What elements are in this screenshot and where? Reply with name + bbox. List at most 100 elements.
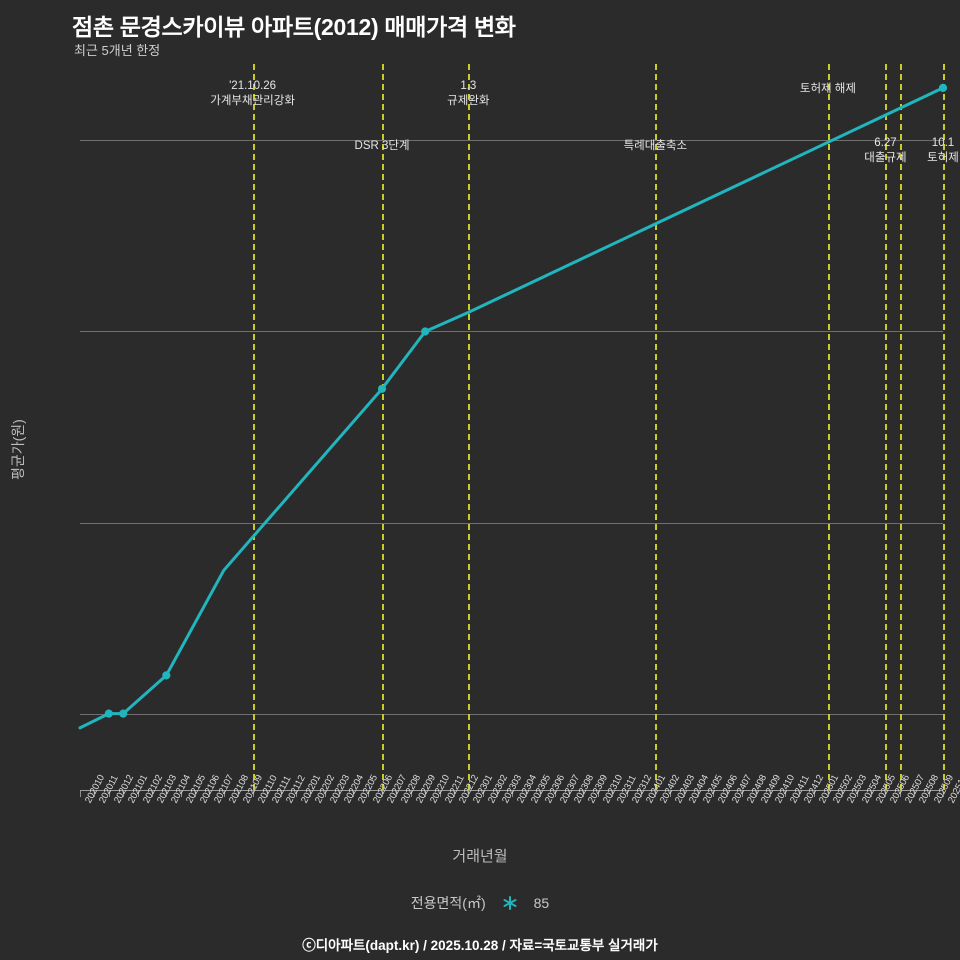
x-tick	[151, 791, 153, 797]
x-tick	[756, 791, 758, 797]
x-tick	[223, 791, 225, 797]
x-tick	[842, 791, 844, 797]
annotation-label: '21.10.26 가계부채관리강화	[210, 80, 295, 108]
x-tick	[914, 791, 916, 797]
x-tick	[482, 791, 484, 797]
annotation-date: '21.10.26	[229, 80, 277, 92]
x-tick	[727, 791, 729, 797]
x-tick	[684, 791, 686, 797]
x-tick	[511, 791, 513, 797]
x-tick	[468, 791, 470, 797]
line-series-85	[78, 86, 945, 730]
annotation-date: 1.3	[460, 80, 477, 92]
marker-group-85	[104, 83, 948, 718]
x-tick	[382, 791, 384, 797]
x-tick	[540, 791, 542, 797]
x-tick	[252, 791, 254, 797]
annotation-label: 토허제 해제	[800, 80, 856, 96]
x-tick	[813, 791, 815, 797]
x-tick	[640, 791, 642, 797]
x-tick	[827, 791, 829, 797]
footer-credit: ⓒ디아파트(dapt.kr) / 2025.10.28 / 자료=국토교통부 실…	[302, 938, 658, 953]
gridline	[80, 140, 943, 142]
annotation-label: DSR 3단계	[355, 137, 410, 153]
gridline	[80, 331, 943, 333]
x-tick	[266, 791, 268, 797]
annotation-line	[252, 64, 255, 790]
x-tick	[554, 791, 556, 797]
x-tick	[324, 791, 326, 797]
x-axis-label: 거래년월	[452, 848, 508, 865]
x-tick	[698, 791, 700, 797]
x-tick	[238, 791, 240, 797]
annotation-line	[899, 64, 902, 790]
x-tick	[108, 791, 110, 797]
x-tick	[569, 791, 571, 797]
annotation-text: 가계부채관리강화	[210, 95, 295, 107]
x-tick	[439, 791, 441, 797]
x-tick	[166, 791, 168, 797]
x-tick	[669, 791, 671, 797]
gridline	[80, 522, 943, 524]
x-tick	[856, 791, 858, 797]
annotation-text: DSR 3단계	[354, 140, 410, 152]
x-axis-line	[80, 790, 943, 791]
x-tick	[612, 791, 614, 797]
x-tick	[583, 791, 585, 797]
x-tick	[396, 791, 398, 797]
annotation-text: 토허제	[927, 152, 959, 164]
x-tick	[770, 791, 772, 797]
x-tick	[367, 791, 369, 797]
asterisk-marker-icon	[499, 894, 521, 912]
y-axis-label: 평균가(원)	[10, 419, 26, 480]
annotation-label: 1.3 규제완화	[447, 80, 489, 108]
annotation-line	[655, 64, 658, 790]
annotation-date: 6.27	[874, 137, 897, 149]
annotation-text: 토허제 해제	[799, 83, 856, 95]
x-tick	[497, 791, 499, 797]
annotation-line	[943, 64, 945, 790]
x-tick	[94, 791, 96, 797]
x-tick	[597, 791, 599, 797]
annotation-label: 6.27 대출규제	[864, 137, 906, 165]
legend-entry-85: 85	[533, 895, 550, 911]
annotation-line	[468, 64, 471, 790]
chart-title: 점촌 문경스카이뷰 아파트(2012) 매매가격 변화	[72, 14, 516, 40]
gridline	[80, 713, 943, 715]
x-tick	[871, 791, 873, 797]
x-tick	[410, 791, 412, 797]
x-tick	[799, 791, 801, 797]
x-tick	[741, 791, 743, 797]
annotation-text: 규제완화	[447, 95, 490, 107]
x-tick	[655, 791, 657, 797]
x-tick	[928, 791, 930, 797]
x-tick	[899, 791, 901, 797]
annotation-text: 대출규제	[864, 152, 907, 164]
annotation-text: 특례대출축소	[623, 140, 688, 152]
annotation-label: 특례대출축소	[624, 137, 687, 153]
x-tick	[281, 791, 283, 797]
x-tick	[885, 791, 887, 797]
x-tick	[525, 791, 527, 797]
legend: 전용면적(㎡) 85	[0, 893, 960, 913]
x-tick	[338, 791, 340, 797]
annotation-label: 10.1 토허제	[927, 137, 959, 165]
x-tick	[80, 791, 81, 797]
x-tick	[123, 791, 125, 797]
x-tick	[784, 791, 786, 797]
x-tick	[310, 791, 312, 797]
chart-subtitle: 최근 5개년 한정	[74, 43, 161, 58]
x-tick	[712, 791, 714, 797]
x-tick	[209, 791, 211, 797]
x-tick	[180, 791, 182, 797]
x-tick	[453, 791, 455, 797]
x-tick	[626, 791, 628, 797]
x-tick	[137, 791, 139, 797]
x-tick	[425, 791, 427, 797]
x-tick	[353, 791, 355, 797]
annotation-date: 10.1	[931, 137, 955, 149]
annotation-line	[885, 64, 888, 790]
annotation-line	[382, 64, 385, 790]
data-point-marker	[162, 671, 171, 680]
